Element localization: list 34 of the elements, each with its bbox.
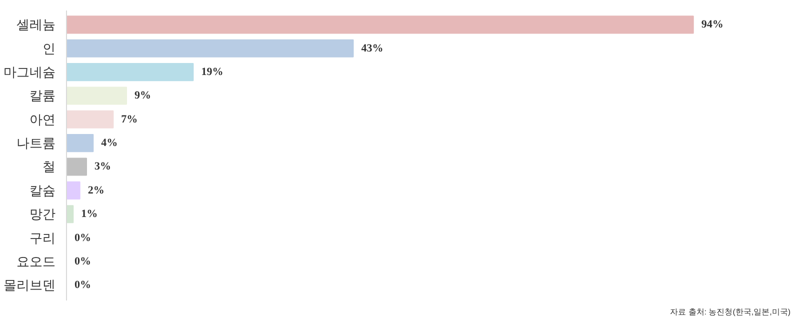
y-tick-label: 칼슘: [30, 182, 56, 198]
y-tick-label: 칼륨: [30, 88, 56, 104]
y-tick-label: 몰리브덴: [4, 278, 56, 293]
bar: [66, 134, 94, 152]
data-label: 94%: [701, 18, 724, 31]
data-label: 2%: [88, 184, 104, 196]
y-tick-label: 셀레늄: [16, 17, 56, 32]
data-label: 7%: [121, 113, 138, 126]
y-tick-label: 철: [42, 159, 56, 174]
bar: [66, 63, 194, 82]
y-tick-label: 마그네슘: [4, 64, 56, 80]
bar: [66, 110, 114, 128]
text: 자료 출처: 농진청(한국,일본,미국): [670, 308, 791, 316]
data-label: 3%: [94, 160, 112, 173]
data-label: 0%: [74, 232, 91, 244]
bar: [66, 158, 88, 176]
bar: [66, 86, 128, 105]
data-label: 0%: [74, 255, 91, 268]
y-tick-label: 구리: [30, 230, 56, 246]
bar: [66, 205, 74, 224]
data-label: 0%: [74, 279, 91, 292]
data-label: 4%: [101, 137, 118, 150]
y-tick-label: 인: [42, 40, 56, 56]
y-tick-label: 망간: [30, 206, 56, 222]
y-tick-label: 요오드: [16, 254, 56, 269]
data-label: 9%: [134, 90, 152, 102]
bar: [66, 181, 80, 200]
data-label: 43%: [361, 42, 384, 54]
bar: [66, 39, 354, 58]
y-tick-label: 아연: [30, 112, 56, 127]
data-label: 19%: [201, 66, 224, 78]
data-label: 1%: [81, 208, 98, 220]
bar: [66, 16, 694, 34]
y-tick-label: 나트륨: [16, 136, 56, 151]
